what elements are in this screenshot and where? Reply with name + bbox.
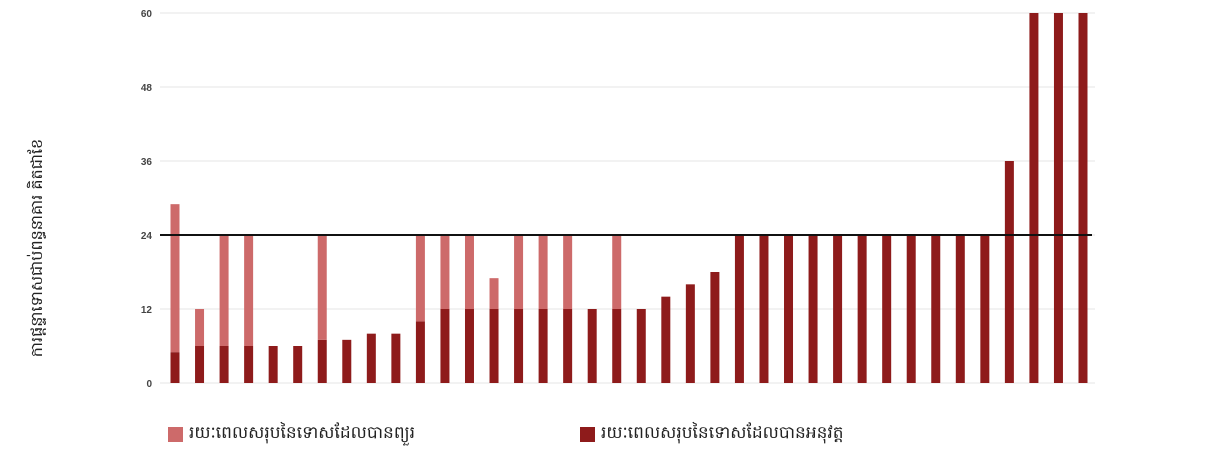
legend-label-enforced: រយៈពេលសរុបនៃទោសដែលបានអនុវត្ត: [601, 423, 844, 443]
bar-enforced: [1004, 161, 1014, 383]
bar-enforced: [1029, 13, 1039, 383]
bar-suspended: [219, 235, 229, 346]
y-tick-label: 12: [141, 305, 153, 316]
bar-enforced: [808, 235, 818, 383]
bar-suspended: [415, 235, 425, 322]
y-axis-label: ការផ្តន្ទាទោសជាប់ពន្ធនាគារ គិតជាខែ: [26, 139, 46, 357]
bar-enforced: [317, 339, 327, 383]
bar-suspended: [195, 309, 205, 346]
bar-suspended: [563, 235, 573, 309]
bar-enforced: [415, 321, 425, 383]
bar-suspended: [612, 235, 622, 309]
bar-enforced: [587, 309, 597, 383]
bar-enforced: [955, 235, 965, 383]
bar-suspended: [464, 235, 474, 309]
bar-enforced: [563, 309, 573, 383]
bar-enforced: [980, 235, 990, 383]
bar-enforced: [464, 309, 474, 383]
y-tick-label: 36: [141, 157, 153, 168]
bar-enforced: [538, 309, 548, 383]
y-tick-label: 60: [141, 9, 153, 20]
legend-item-suspended: រយៈពេលសរុបនៃទោសដែលបានព្យួរ: [168, 422, 415, 447]
bar-enforced: [268, 346, 278, 383]
bar-enforced: [1053, 13, 1063, 383]
legend-swatch-enforced: [580, 427, 595, 442]
bar-suspended: [440, 235, 450, 309]
bar-enforced: [366, 333, 376, 383]
bar-enforced: [195, 346, 205, 383]
bar-enforced: [759, 235, 769, 383]
bar-enforced: [833, 235, 843, 383]
bar-enforced: [391, 333, 401, 383]
bar-enforced: [170, 352, 180, 383]
bar-enforced: [734, 235, 744, 383]
legend-label-suspended: រយៈពេលសរុបនៃទោសដែលបានព្យួរ: [189, 423, 416, 443]
bar-enforced: [1078, 13, 1088, 383]
y-axis-ticks: 0 12 24 36 48 60: [141, 9, 153, 390]
bar-enforced: [244, 346, 254, 383]
bar-suspended: [514, 235, 524, 309]
legend-item-enforced: រយៈពេលសរុបនៃទោសដែលបានអនុវត្ត: [580, 422, 844, 447]
bar-enforced: [685, 284, 695, 383]
bars: [170, 13, 1088, 383]
gridlines: [160, 12, 1095, 384]
bar-enforced: [514, 309, 524, 383]
bar-enforced: [857, 235, 867, 383]
bar-enforced: [784, 235, 794, 383]
y-tick-label: 48: [141, 83, 153, 94]
y-tick-label: 0: [146, 379, 152, 390]
bar-enforced: [342, 339, 352, 383]
legend-swatch-suspended: [168, 427, 183, 442]
bar-suspended: [538, 235, 548, 309]
bar-enforced: [293, 346, 303, 383]
bar-enforced: [489, 309, 499, 383]
bar-enforced: [710, 272, 720, 383]
bar-suspended: [317, 235, 327, 340]
bar-enforced: [440, 309, 450, 383]
bar-suspended: [244, 235, 254, 346]
y-tick-label: 24: [141, 231, 153, 242]
bar-enforced: [906, 235, 916, 383]
bar-suspended: [170, 204, 180, 353]
bar-enforced: [636, 309, 646, 383]
bar-enforced: [931, 235, 941, 383]
bar-enforced: [661, 296, 671, 383]
bar-enforced: [219, 346, 229, 383]
bar-enforced: [612, 309, 622, 383]
bar-suspended: [489, 278, 499, 309]
bar-enforced: [882, 235, 892, 383]
